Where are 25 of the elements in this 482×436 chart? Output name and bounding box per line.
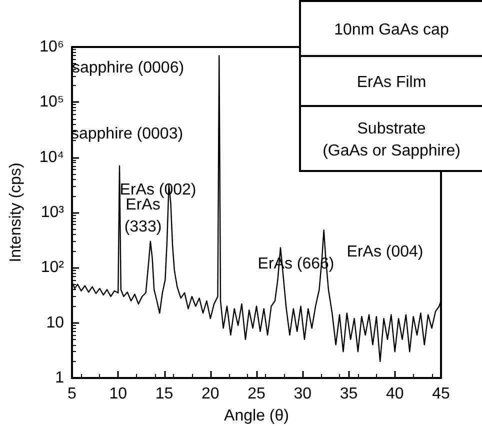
annotation: ErAs (333) xyxy=(124,196,162,236)
y-tick-label: 10³ xyxy=(40,204,65,221)
y-tick-label: 10² xyxy=(40,259,65,276)
y-tick-label: 1 xyxy=(55,370,64,386)
annotation: ErAs Film xyxy=(356,74,426,91)
y-tick-label: 10⁶ xyxy=(40,38,64,56)
y-axis-title: Intensity (cps) xyxy=(8,162,24,262)
x-tick-label: 20 xyxy=(201,386,220,402)
layer-stack-diagram: 10nm GaAs cap ErAs Film Substrate (GaAs or Sapphire) xyxy=(299,0,482,172)
y-tick-label: 10 xyxy=(46,314,64,332)
x-tick-label: 25 xyxy=(248,386,266,402)
y-tick-label: 10⁵ xyxy=(40,94,64,111)
y-tick-label: 10⁴ xyxy=(39,148,64,166)
x-tick-label: 40 xyxy=(386,386,404,402)
x-tick-label: 45 xyxy=(432,386,450,402)
x-tick-label: 5 xyxy=(68,386,77,402)
x-tick-label: 35 xyxy=(340,386,358,402)
x-tick-label: 10 xyxy=(109,386,128,402)
x-axis-title: Angle (θ) xyxy=(224,408,289,424)
annotation: Substrate (GaAs or Sapphire) xyxy=(322,120,460,160)
annotation: sapphire (0006) xyxy=(72,60,184,76)
annotation: ErAs (004) xyxy=(346,244,424,260)
x-tick-label: 30 xyxy=(294,386,312,402)
x-tick-label: 15 xyxy=(155,386,174,402)
annotation: sapphire (0003) xyxy=(70,126,184,142)
